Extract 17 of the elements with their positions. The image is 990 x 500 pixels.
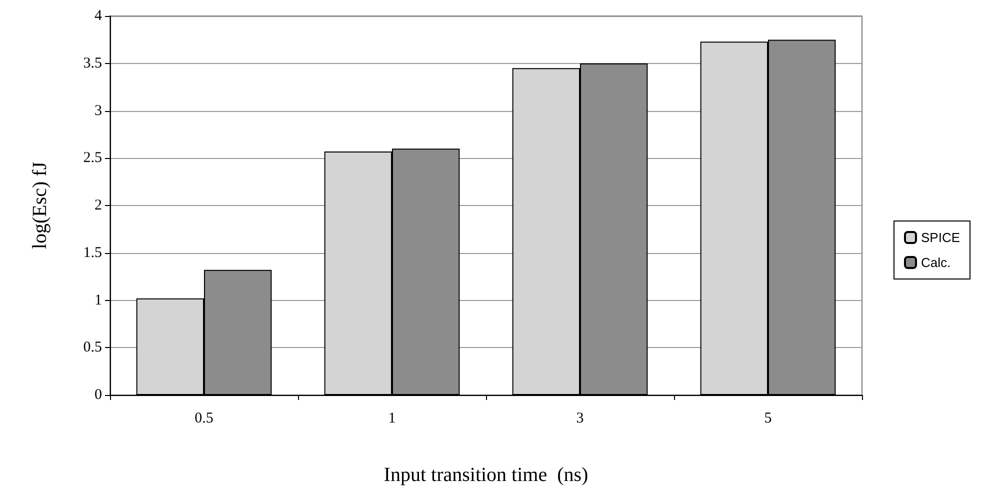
- y-tick-label: 4: [94, 8, 102, 24]
- y-tick-label: 0: [94, 387, 102, 403]
- legend-label: Calc.: [920, 255, 951, 270]
- y-tick-label: 2.5: [83, 150, 102, 166]
- y-tick-label: 0.5: [83, 340, 102, 356]
- x-tick-label: 1: [388, 410, 396, 426]
- x-tick-label: 5: [764, 410, 772, 426]
- y-tick-label: 3: [94, 102, 102, 119]
- x-tick-label: 3: [576, 410, 584, 426]
- y-tick-label: 1: [94, 292, 102, 308]
- y-tick-label: 3.5: [83, 55, 102, 72]
- x-tick-label: 0.5: [194, 410, 214, 426]
- y-axis-title: log(Esc) fJ: [29, 162, 51, 250]
- y-tick-label: 2: [94, 198, 102, 214]
- y-tick-label: 1.5: [83, 244, 102, 261]
- x-axis-title: Input transition time (ns): [384, 464, 588, 486]
- legend-label: SPICE: [920, 230, 960, 245]
